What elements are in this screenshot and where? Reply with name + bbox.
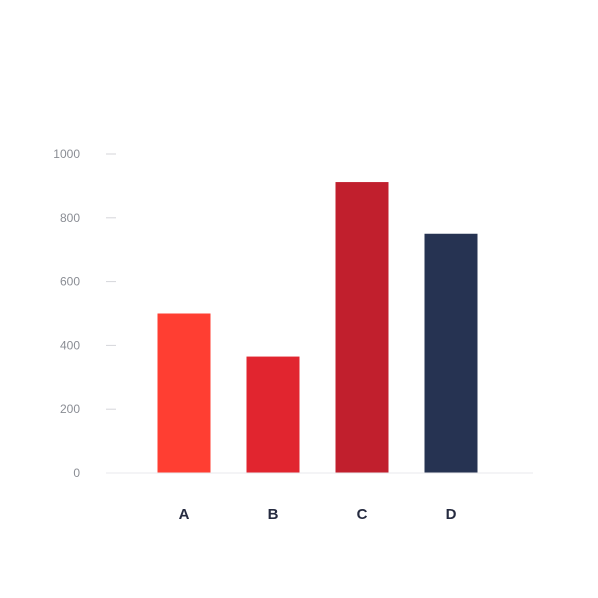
bar-a[interactable] — [157, 313, 211, 474]
bars-group — [157, 182, 478, 474]
y-tick-label-1000: 1000 — [53, 147, 80, 161]
bar-b[interactable] — [246, 356, 300, 473]
y-tick-label-0: 0 — [73, 466, 80, 480]
bar-c[interactable] — [335, 182, 389, 473]
y-tick-label-600: 600 — [60, 275, 80, 289]
y-tick-label-800: 800 — [60, 211, 80, 225]
y-tick-label-200: 200 — [60, 402, 80, 416]
x-axis: A B C D — [106, 472, 533, 523]
y-axis: 0 200 400 600 800 1000 — [53, 147, 116, 480]
y-tick-label-400: 400 — [60, 338, 80, 352]
x-tick-label-b: B — [268, 506, 279, 523]
x-tick-label-a: A — [179, 506, 190, 523]
x-tick-label-d: D — [446, 506, 457, 523]
bar-d[interactable] — [424, 233, 478, 473]
x-tick-label-c: C — [357, 506, 368, 523]
